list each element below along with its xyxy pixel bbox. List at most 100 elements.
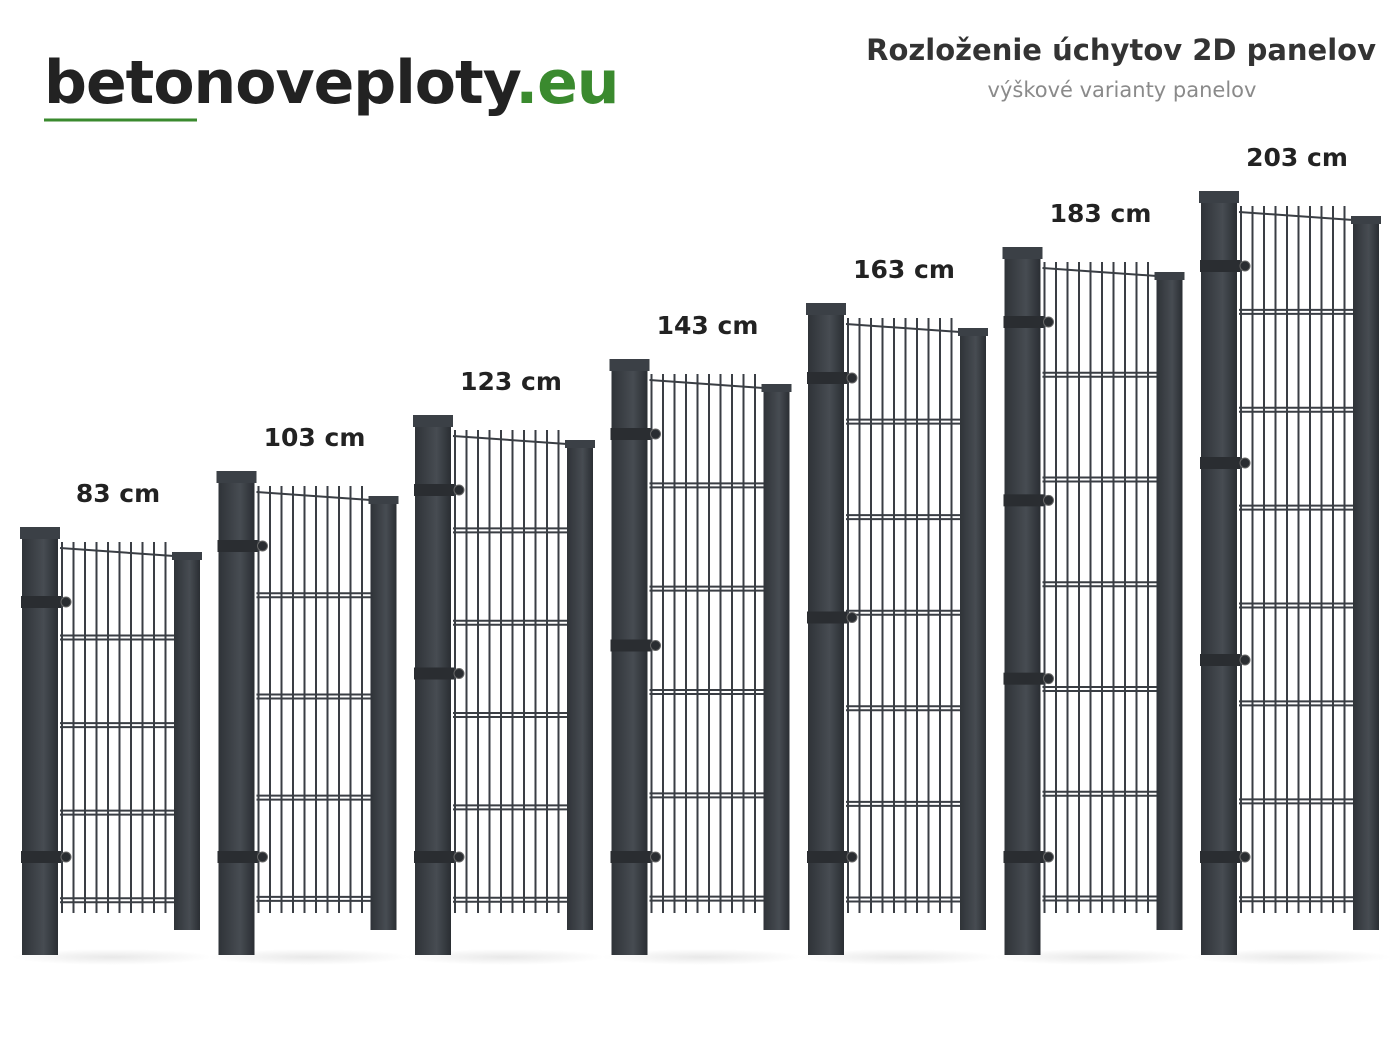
clip: [414, 484, 454, 496]
logo-domain: .eu: [515, 48, 618, 118]
shadow: [798, 949, 998, 965]
clip: [610, 851, 651, 863]
post: [1004, 250, 1041, 955]
post-cap: [958, 328, 988, 336]
clip-bolt: [60, 851, 72, 863]
post-cap: [20, 527, 60, 539]
clip-bolt: [257, 851, 268, 863]
panel: 123 cm: [405, 367, 605, 965]
clip: [1200, 851, 1240, 863]
clip: [610, 639, 651, 652]
clip-bolt: [1043, 316, 1054, 328]
clip: [807, 611, 847, 624]
post-cap: [1154, 272, 1185, 280]
panel-label: 163 cm: [853, 255, 955, 284]
mesh: [845, 318, 961, 913]
clip: [1003, 316, 1044, 328]
wire: [649, 379, 764, 389]
wire: [59, 547, 175, 557]
clip-bolt: [1239, 654, 1251, 666]
clip: [21, 851, 61, 863]
title: Rozloženie úchytov 2D panelov: [866, 33, 1376, 67]
wire: [452, 435, 568, 445]
post: [415, 418, 451, 955]
post-cap: [565, 440, 595, 448]
post-cap: [368, 496, 399, 504]
panel: 163 cm: [798, 255, 998, 965]
panel: 203 cm: [1191, 143, 1391, 965]
post-cap: [216, 471, 257, 483]
panel: 103 cm: [208, 423, 409, 965]
post-cap: [1199, 191, 1239, 203]
panel-label: 123 cm: [460, 367, 562, 396]
post-cap: [172, 552, 202, 560]
mesh: [452, 430, 568, 913]
clip-bolt: [846, 612, 858, 623]
post-cap: [1351, 216, 1381, 224]
wire: [1042, 267, 1157, 277]
clip: [610, 428, 651, 440]
shadow: [12, 949, 212, 965]
panel-label: 103 cm: [264, 423, 366, 452]
post: [1201, 194, 1237, 955]
panel: 143 cm: [601, 311, 802, 965]
post: [22, 530, 58, 955]
clip-bolt: [1239, 260, 1251, 272]
post: [808, 306, 844, 955]
clip: [1200, 260, 1240, 272]
post-cap: [609, 359, 650, 371]
mesh: [59, 542, 175, 913]
post: [567, 443, 593, 930]
clip-bolt: [650, 640, 661, 651]
mesh: [256, 486, 371, 913]
post: [763, 387, 790, 930]
clip-bolt: [1043, 494, 1054, 506]
clip-bolt: [453, 484, 465, 496]
clip-bolt: [1239, 851, 1251, 863]
shadow: [994, 949, 1195, 965]
mesh: [1042, 262, 1157, 913]
clip-bolt: [257, 540, 268, 552]
clip: [414, 667, 454, 680]
clip-bolt: [846, 372, 858, 384]
clip-bolt: [453, 668, 465, 679]
post-cap: [413, 415, 453, 427]
clip: [414, 851, 454, 863]
post-cap: [806, 303, 846, 315]
shadow: [601, 949, 802, 965]
clip: [1003, 494, 1044, 507]
shadow: [1191, 949, 1391, 965]
post: [611, 362, 648, 955]
shadow: [208, 949, 409, 965]
clip-bolt: [650, 428, 661, 440]
panel-label: 203 cm: [1246, 143, 1348, 172]
clip: [1200, 654, 1240, 666]
clip: [1003, 672, 1044, 685]
panel-label: 83 cm: [76, 479, 160, 508]
clip-bolt: [60, 596, 72, 608]
post: [1156, 275, 1183, 930]
post: [174, 555, 200, 930]
clip: [807, 372, 847, 384]
clip: [217, 851, 258, 863]
panels: 83 cm 103 cm 123 cm 143 cm 163 cm 183 cm 203 c…: [12, 143, 1391, 965]
clip-bolt: [453, 851, 465, 863]
clip: [21, 596, 61, 608]
post: [1353, 219, 1379, 930]
clip-bolt: [846, 851, 858, 863]
wire: [845, 323, 961, 333]
logo-name: betonoveploty: [44, 48, 522, 118]
shadow: [405, 949, 605, 965]
panel-label: 183 cm: [1050, 199, 1152, 228]
clip-bolt: [1043, 673, 1054, 685]
panel-label: 143 cm: [657, 311, 759, 340]
clip-bolt: [650, 851, 661, 863]
wire: [1238, 211, 1354, 221]
panel: 183 cm: [994, 199, 1195, 965]
post-cap: [761, 384, 792, 392]
subtitle: výškové varianty panelov: [988, 78, 1257, 102]
clip: [1200, 457, 1240, 469]
wire: [256, 491, 371, 501]
